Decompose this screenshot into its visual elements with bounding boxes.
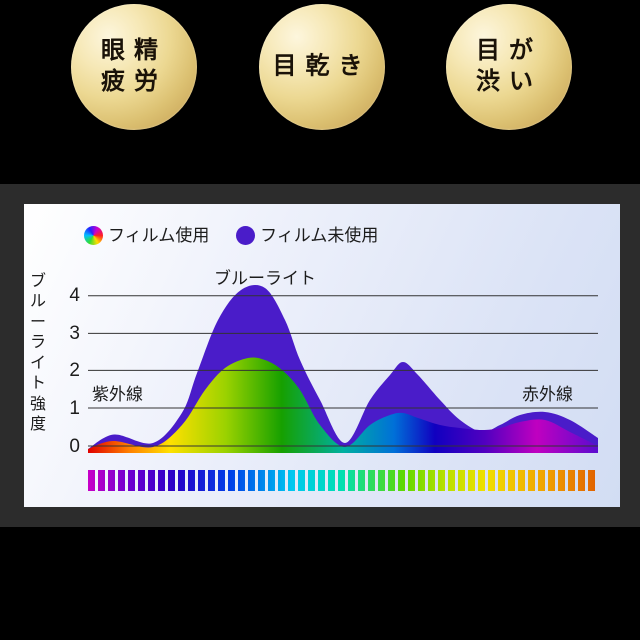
svg-text:2: 2 [69, 360, 80, 381]
svg-text:1: 1 [69, 398, 80, 419]
svg-text:ブルーライト: ブルーライト [214, 268, 316, 288]
svg-text:3: 3 [69, 323, 80, 344]
svg-text:紫外線: 紫外線 [92, 385, 143, 404]
svg-text:4: 4 [69, 285, 80, 306]
svg-text:0: 0 [69, 436, 80, 457]
svg-text:赤外線: 赤外線 [522, 385, 573, 404]
